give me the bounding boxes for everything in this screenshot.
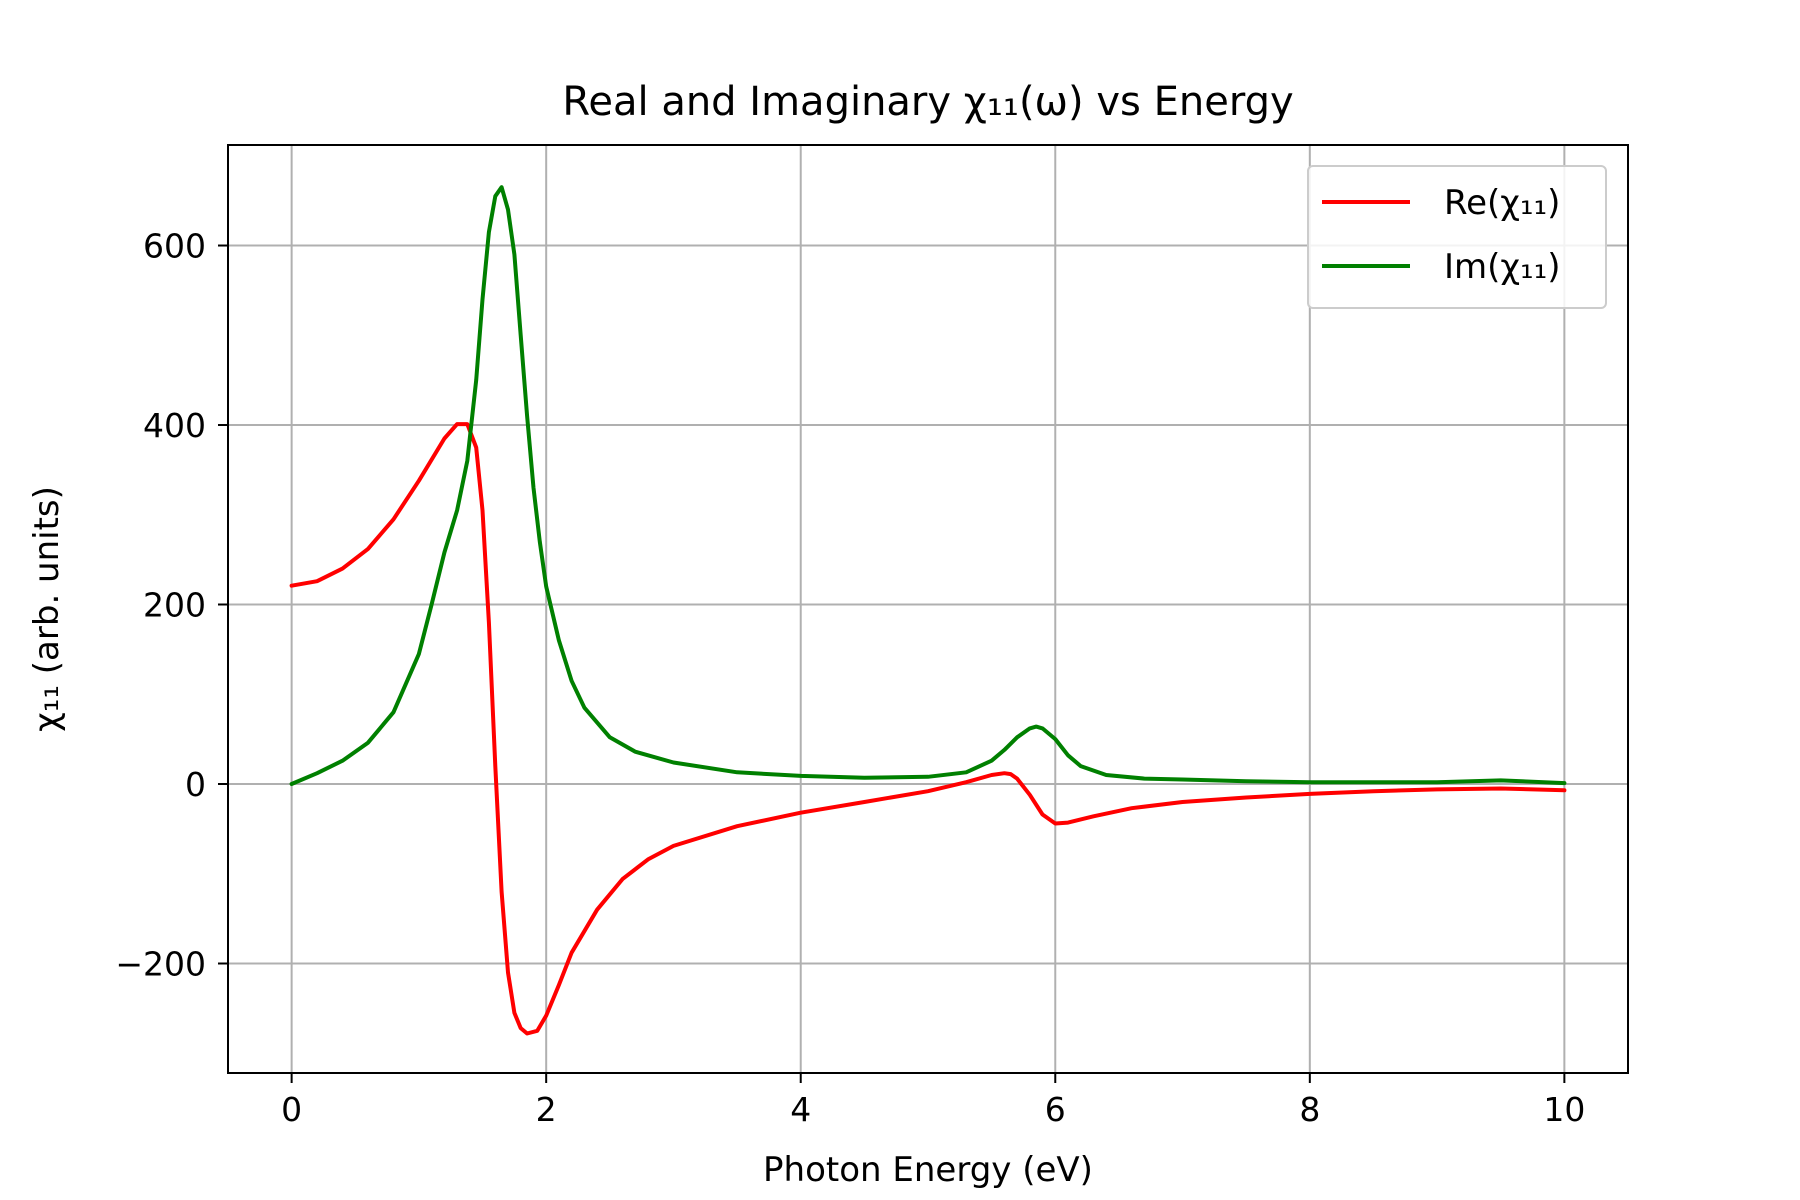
- series-layer: [289, 185, 1567, 1036]
- x-tick-label: 10: [1543, 1090, 1585, 1129]
- x-tick-label: 8: [1299, 1090, 1320, 1129]
- y-axis-label: χ₁₁ (arb. units): [27, 486, 67, 732]
- y-tick-label: 600: [143, 227, 206, 266]
- plot-frame: [227, 144, 1629, 1074]
- series-line-im: [289, 185, 1567, 786]
- x-tick-label: 4: [790, 1090, 811, 1129]
- y-tick-label: 400: [143, 406, 206, 445]
- x-tick-label: 6: [1045, 1090, 1066, 1129]
- legend-label-im: Im(χ₁₁): [1444, 247, 1561, 287]
- chart-title: Real and Imaginary χ₁₁(ω) vs Energy: [562, 79, 1293, 125]
- y-axis-ticks: −200 0 200 400 600: [115, 227, 228, 984]
- y-tick-label: 0: [185, 765, 206, 804]
- x-tick-label: 0: [281, 1090, 302, 1129]
- x-axis-ticks: 0 2 4 6 8 10: [281, 1073, 1585, 1129]
- series-line-re: [289, 422, 1567, 1036]
- legend-label-re: Re(χ₁₁): [1444, 183, 1560, 223]
- x-axis-label: Photon Energy (eV): [763, 1150, 1093, 1190]
- legend: Re(χ₁₁) Im(χ₁₁): [1307, 165, 1607, 309]
- x-tick-label: 2: [536, 1090, 557, 1129]
- y-tick-label: −200: [115, 945, 206, 984]
- y-tick-label: 200: [143, 586, 206, 625]
